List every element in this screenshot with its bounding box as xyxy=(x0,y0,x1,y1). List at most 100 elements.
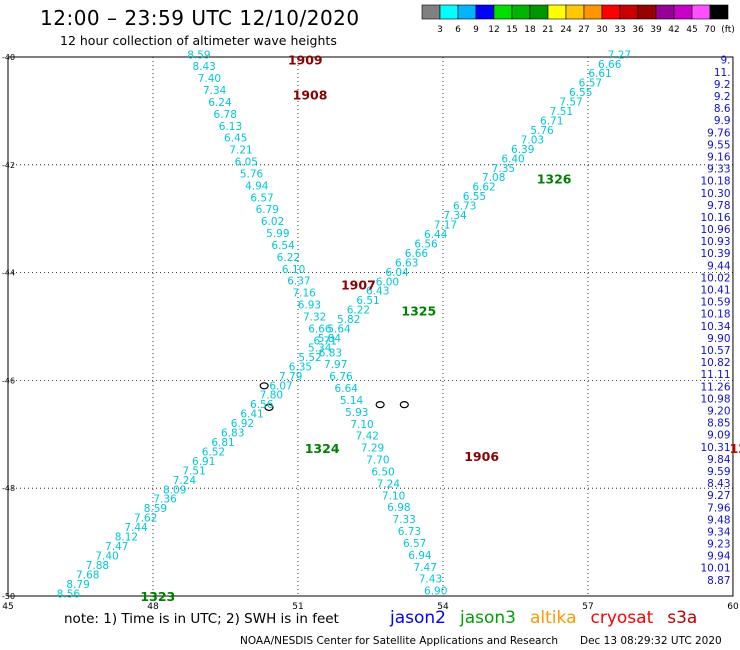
wave-height-value: 6.24 xyxy=(208,97,232,109)
wave-height-value: 10.31 xyxy=(700,442,730,454)
wave-height-value: 6.73 xyxy=(398,526,421,538)
wave-height-value: 6.57 xyxy=(579,78,602,90)
lon-tick-label: 45 xyxy=(2,602,13,612)
wave-height-value: 6.90 xyxy=(424,586,447,598)
wave-height-value: 10.01 xyxy=(700,563,730,575)
wave-height-value: 8.56 xyxy=(57,588,81,600)
wave-height-value: 7.33 xyxy=(392,514,415,526)
track-time-label: 1323 xyxy=(140,589,175,604)
legend-label: (ft) xyxy=(721,25,735,35)
wave-height-value: 5.99 xyxy=(266,228,289,240)
wave-height-value: 8.12 xyxy=(115,532,138,544)
wave-height-value: 10.39 xyxy=(700,248,730,260)
track-time-label: 1908 xyxy=(293,88,328,103)
wave-height-value: 9.23 xyxy=(707,539,730,551)
wave-height-value: 7.36 xyxy=(153,494,177,506)
wave-height-value: 9.84 xyxy=(707,454,731,466)
wave-height-value: 6.62 xyxy=(472,182,495,194)
wave-height-value: 10.30 xyxy=(700,188,730,200)
wave-height-value: 6.00 xyxy=(376,276,399,288)
wave-height-value: 7.47 xyxy=(414,562,437,574)
wave-height-value: 6.63 xyxy=(395,257,418,269)
footer-credit: NOAA/NESDIS Center for Satellite Applica… xyxy=(240,635,558,647)
satellite-legend: jason2 jason3 altika cryosat s3a xyxy=(390,608,711,628)
legend-label: 9 xyxy=(473,25,479,35)
legend-label: 15 xyxy=(506,25,517,35)
wave-height-value: 6.66 xyxy=(405,248,429,260)
wave-height-value: 10.18 xyxy=(700,176,730,188)
wave-height-value: 6.52 xyxy=(202,446,225,458)
wave-height-value: 11.26 xyxy=(700,381,730,393)
wave-height-value: 6.93 xyxy=(298,300,321,312)
wave-height-value: 9. xyxy=(721,55,731,67)
wave-height-value: 6.04 xyxy=(385,267,409,279)
wave-height-value: 7.79 xyxy=(279,371,302,383)
legend-label: 39 xyxy=(650,25,662,35)
map-frame xyxy=(7,56,734,597)
wave-height-value: 9.2 xyxy=(714,79,731,91)
wave-height-value: 9.34 xyxy=(707,526,731,538)
island-outline xyxy=(264,403,274,411)
wave-height-value: 6.39 xyxy=(511,144,534,156)
wave-height-value: 7.29 xyxy=(361,443,384,455)
wave-height-value: 6.37 xyxy=(287,276,310,288)
wave-height-value: 7.27 xyxy=(608,49,631,61)
lat-tick-label: -50 xyxy=(2,592,15,601)
wave-height-value: 5.34 xyxy=(308,342,332,354)
wave-height-value: 7.34 xyxy=(203,85,227,97)
wave-height-value: 10.59 xyxy=(700,297,730,309)
wave-height-value: 7.34 xyxy=(443,210,467,222)
wave-height-value: 6.55 xyxy=(569,87,592,99)
wave-height-value: 10.16 xyxy=(700,212,730,224)
lat-tick-label: -42 xyxy=(2,161,15,170)
wave-height-value: 6.43 xyxy=(366,286,389,298)
wave-height-value: 8.09 xyxy=(163,484,186,496)
wave-height-value: 6.71 xyxy=(540,115,563,127)
wave-height-value: 6.13 xyxy=(219,121,242,133)
wave-height-value: 7.24 xyxy=(377,478,401,490)
island-outline xyxy=(375,401,385,409)
legend-label: 36 xyxy=(632,25,644,35)
wave-height-value: 6.44 xyxy=(424,229,448,241)
wave-height-value: 8.87 xyxy=(707,575,730,587)
color-legend: 3 6 9 12 15 18 21 24 27 30 33 36 39 42 45 70 (ft) xyxy=(421,4,735,35)
island-outline xyxy=(399,401,409,409)
wave-height-value: 6.57 xyxy=(403,538,426,550)
wave-height-value: 8.59 xyxy=(144,503,167,515)
legend-label: 27 xyxy=(578,25,589,35)
wave-height-value: 6.02 xyxy=(261,216,284,228)
lon-tick-label: 57 xyxy=(582,602,593,612)
wave-height-value: 6.45 xyxy=(224,133,247,145)
legend-label: 3 xyxy=(437,25,443,35)
lon-tick-label: 51 xyxy=(292,602,303,612)
wave-height-value: 6.81 xyxy=(211,437,234,449)
wave-height-value: 10.82 xyxy=(700,357,730,369)
wave-height-value: 6.56 xyxy=(250,399,274,411)
wave-height-value: 11. xyxy=(714,67,731,79)
wave-height-value: 6.35 xyxy=(289,361,312,373)
wave-height-value: 6.66 xyxy=(598,59,622,71)
wave-height-value: 9.09 xyxy=(707,430,730,442)
wave-height-value: 9.90 xyxy=(707,333,730,345)
wave-height-value: 6.91 xyxy=(192,456,215,468)
lon-tick-label: 60 xyxy=(727,602,739,612)
wave-height-value: 6.50 xyxy=(371,466,394,478)
wave-height-value: 7.21 xyxy=(229,145,252,157)
legend-label: 12 xyxy=(488,25,499,35)
wave-height-value: 7.10 xyxy=(350,419,373,431)
wave-height-value: 8.59 xyxy=(187,49,210,61)
wave-height-value: 9.44 xyxy=(707,260,731,272)
legend-label: 24 xyxy=(560,25,572,35)
wave-height-value: 7.10 xyxy=(382,490,405,502)
wave-height-value: 7.51 xyxy=(550,106,573,118)
page-subtitle: 12 hour collection of altimeter wave hei… xyxy=(60,33,337,48)
wave-height-value: 9.2 xyxy=(714,91,731,103)
satellite-label-jason3: jason3 xyxy=(460,608,516,628)
track-time-label: 1907 xyxy=(341,277,376,292)
wave-height-value: 6.73 xyxy=(453,201,476,213)
wave-height-value: 10.96 xyxy=(700,224,730,236)
legend-label: 42 xyxy=(668,25,679,35)
wave-height-value: 5.52 xyxy=(298,352,321,364)
wave-height-value: 6.98 xyxy=(387,502,410,514)
